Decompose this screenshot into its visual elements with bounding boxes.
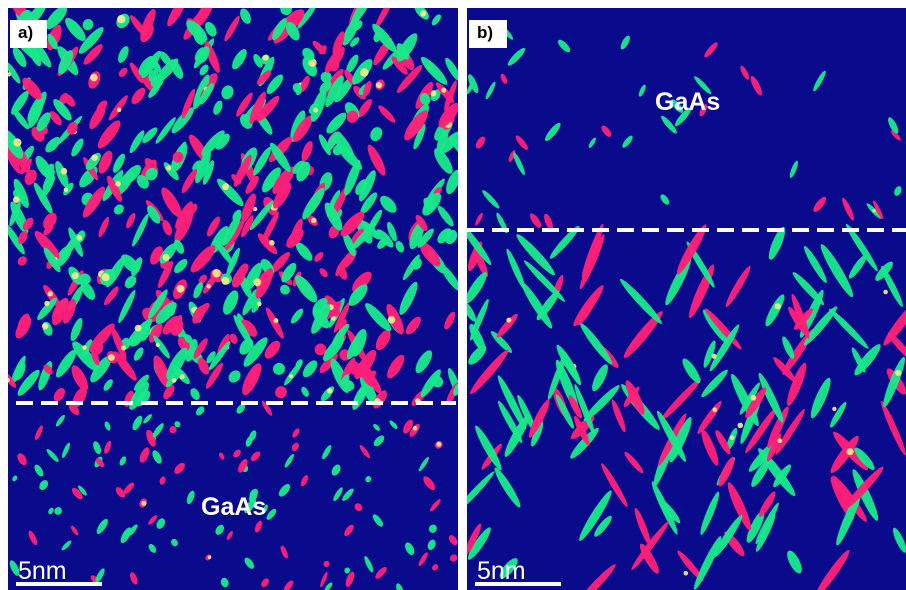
panel-b: b) GaAs 5nm bbox=[467, 8, 906, 590]
scale-bar-b: 5nm bbox=[475, 558, 561, 590]
scale-bar-line-a bbox=[16, 582, 102, 586]
atom-map-a bbox=[8, 8, 458, 590]
scale-bar-line-b bbox=[475, 582, 561, 586]
scale-bar-text-b: 5nm bbox=[477, 557, 526, 585]
material-label-a: GaAs bbox=[201, 493, 267, 521]
scale-bar-a: 5nm bbox=[16, 558, 102, 590]
scale-bar-text-a: 5nm bbox=[18, 557, 67, 585]
panel-label-a: a) bbox=[10, 20, 48, 48]
panel-a: a) GaAs 5nm bbox=[8, 8, 458, 590]
material-label-b: GaAs bbox=[655, 88, 721, 116]
panel-label-b: b) bbox=[469, 20, 508, 48]
atom-map-b bbox=[467, 8, 906, 590]
